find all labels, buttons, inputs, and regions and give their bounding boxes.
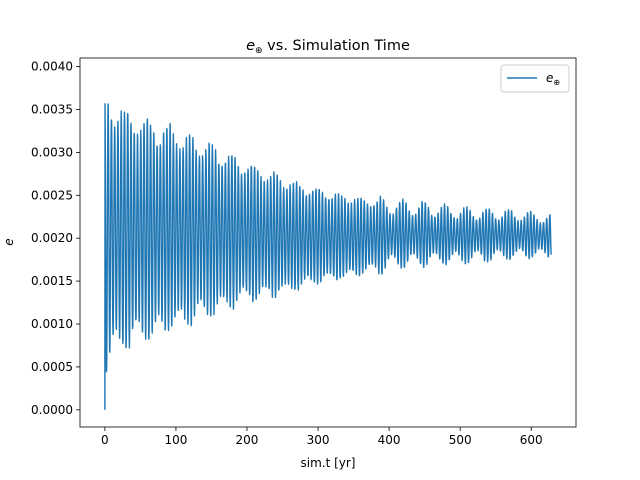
x-tick-label: 100 bbox=[164, 433, 187, 447]
series-line-e bbox=[104, 103, 552, 410]
plot-frame bbox=[79, 57, 577, 428]
title-sub: ⊕ bbox=[255, 46, 263, 56]
y-tick-label: 0.0035 bbox=[31, 102, 73, 116]
chart-title: e⊕ vs. Simulation Time bbox=[246, 38, 410, 56]
x-tick-label: 0 bbox=[101, 433, 109, 447]
x-tick-label: 200 bbox=[236, 433, 259, 447]
title-rest: vs. Simulation Time bbox=[263, 38, 410, 54]
legend-label: e⊕ bbox=[546, 71, 560, 87]
x-tick-label: 300 bbox=[307, 433, 330, 447]
y-axis: 0.0000 0.0005 0.0010 0.0015 0.0020 0.0025 0.00… bbox=[31, 60, 80, 417]
legend: e⊕ bbox=[500, 64, 570, 93]
x-tick-label: 500 bbox=[449, 433, 472, 447]
y-tick-label: 0.0010 bbox=[31, 317, 73, 331]
legend-label-sub: ⊕ bbox=[553, 78, 560, 87]
y-tick-label: 0.0020 bbox=[31, 231, 73, 245]
x-axis: 0 100 200 300 400 500 600 bbox=[101, 427, 543, 447]
y-tick-label: 0.0000 bbox=[31, 403, 73, 417]
x-tick-label: 600 bbox=[520, 433, 543, 447]
title-base: e bbox=[246, 38, 255, 54]
y-axis-label: e bbox=[2, 238, 16, 245]
y-tick-label: 0.0015 bbox=[31, 274, 73, 288]
y-tick-label: 0.0025 bbox=[31, 188, 73, 202]
y-tick-label: 0.0040 bbox=[31, 60, 73, 74]
y-tick-label: 0.0005 bbox=[31, 360, 73, 374]
legend-label-base: e bbox=[546, 71, 553, 85]
y-tick-label: 0.0030 bbox=[31, 145, 73, 159]
x-axis-label: sim.t [yr] bbox=[300, 456, 355, 470]
x-tick-label: 400 bbox=[378, 433, 401, 447]
